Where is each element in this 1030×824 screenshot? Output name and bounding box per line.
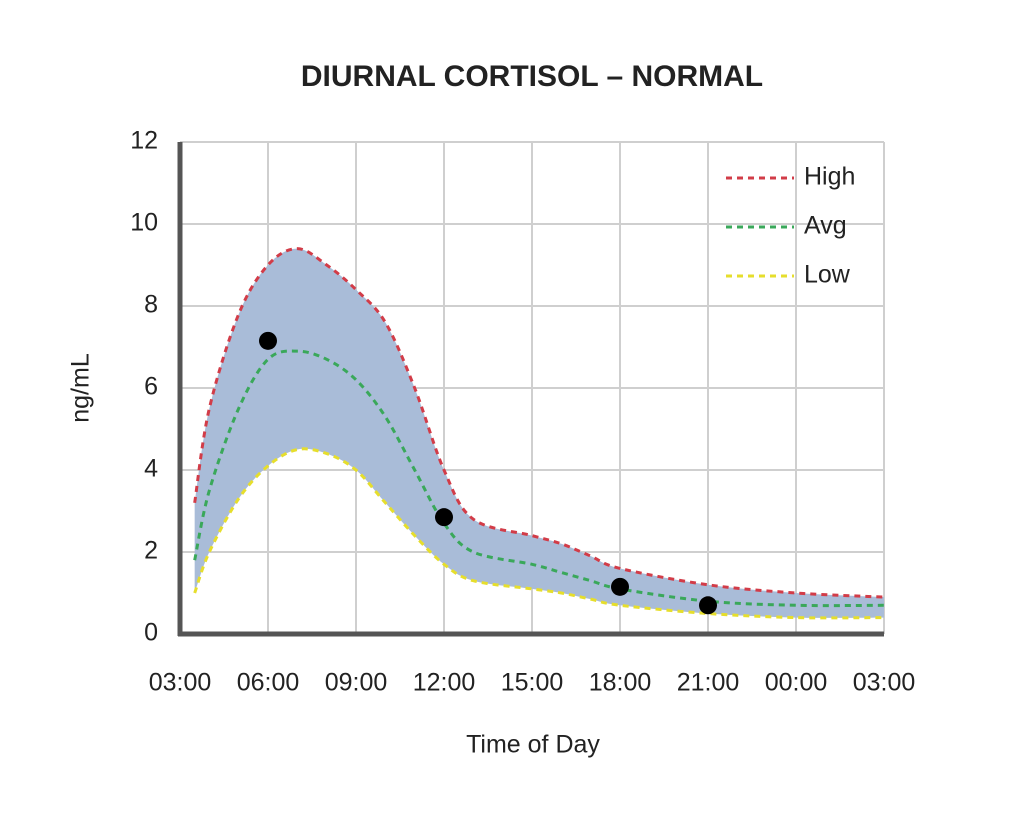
- x-tick-label: 15:00: [501, 669, 564, 697]
- legend-label: Avg: [804, 212, 847, 240]
- series-line: [193, 447, 885, 620]
- y-axis-label: ng/mL: [67, 353, 95, 423]
- y-tick-label: 2: [144, 537, 158, 565]
- x-tick-label: 03:00: [149, 669, 212, 697]
- x-axis-label: Time of Day: [466, 731, 600, 759]
- range-band: [194, 248, 884, 618]
- data-point: [611, 577, 629, 596]
- x-tick-label: 21:00: [677, 669, 740, 697]
- y-tick-label: 6: [144, 373, 158, 401]
- data-point: [259, 331, 277, 350]
- chart-title: DIURNAL CORTISOL – NORMAL: [301, 60, 763, 93]
- y-tick-label: 4: [144, 455, 158, 483]
- x-tick-label: 06:00: [237, 669, 300, 697]
- data-point: [435, 508, 453, 527]
- x-tick-label: 09:00: [325, 669, 388, 697]
- data-point: [699, 596, 717, 615]
- x-tick-label: 18:00: [589, 669, 652, 697]
- y-tick-label: 0: [144, 619, 158, 647]
- x-tick-label: 00:00: [765, 669, 828, 697]
- x-tick-label: 12:00: [413, 669, 476, 697]
- legend-label: High: [804, 163, 855, 191]
- y-tick-label: 8: [144, 291, 158, 319]
- x-tick-label: 03:00: [853, 669, 916, 697]
- y-tick-label: 10: [130, 209, 158, 237]
- y-tick-label: 12: [130, 127, 158, 155]
- series-line: [193, 247, 885, 599]
- legend-label: Low: [804, 261, 851, 289]
- series-line: [193, 349, 885, 608]
